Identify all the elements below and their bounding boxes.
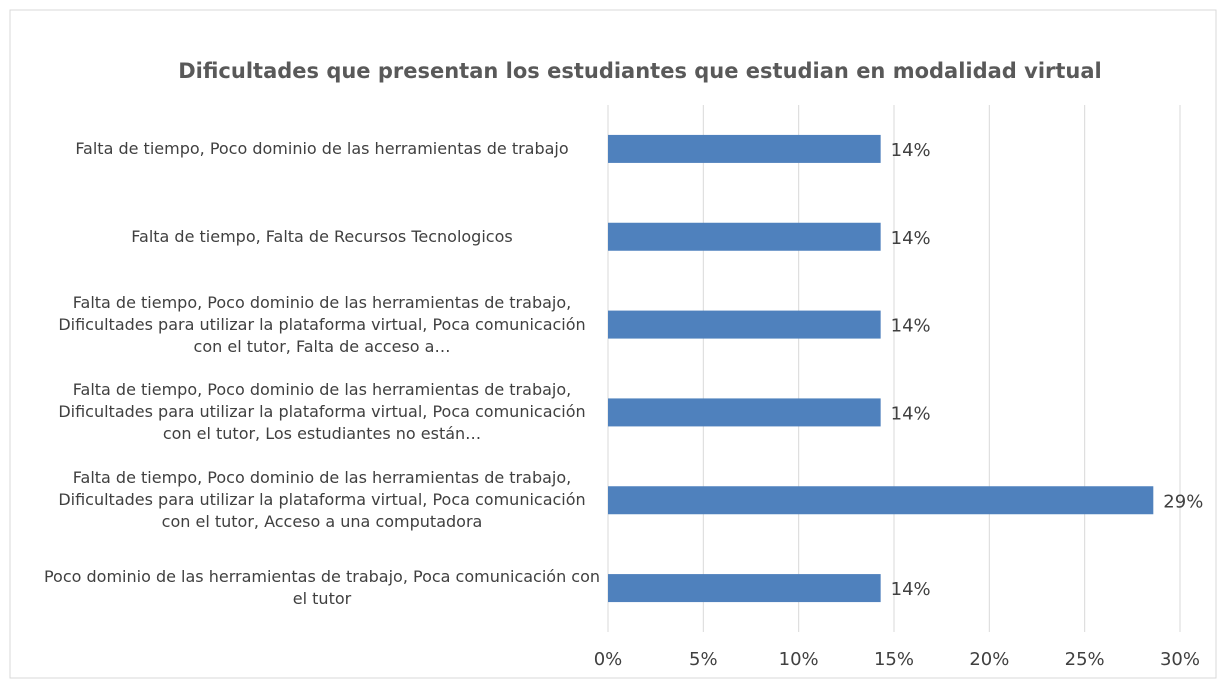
x-tick-label: 5% xyxy=(689,649,718,670)
value-label: 14% xyxy=(891,403,931,424)
x-tick-label: 10% xyxy=(779,649,819,670)
value-label: 14% xyxy=(891,140,931,161)
y-tick-label: Falta de tiempo, Poco dominio de las her… xyxy=(58,380,586,444)
x-tick-label: 20% xyxy=(969,649,1009,670)
x-tick-label: 30% xyxy=(1160,649,1200,670)
x-tick-label: 15% xyxy=(874,649,914,670)
y-tick-label: Falta de tiempo, Falta de Recursos Tecno… xyxy=(131,226,513,246)
bar xyxy=(608,398,881,427)
x-tick-label: 25% xyxy=(1065,649,1105,670)
bar xyxy=(608,574,881,603)
chart-border xyxy=(9,9,1217,679)
bar xyxy=(608,486,1154,515)
bar xyxy=(608,134,881,163)
y-tick-label: Poco dominio de las herramientas de trab… xyxy=(43,567,601,609)
bar xyxy=(608,222,881,251)
chart-title: Dificultades que presentan los estudiant… xyxy=(178,59,1102,83)
y-tick-label: Falta de tiempo, Poco dominio de las her… xyxy=(58,468,586,532)
bar xyxy=(608,310,881,339)
x-tick-label: 0% xyxy=(594,649,623,670)
value-label: 14% xyxy=(891,316,931,337)
value-label: 14% xyxy=(891,579,931,600)
value-label: 14% xyxy=(891,228,931,249)
y-tick-label: Falta de tiempo, Poco dominio de las her… xyxy=(75,138,569,158)
y-tick-label: Falta de tiempo, Poco dominio de las her… xyxy=(58,292,586,356)
value-label: 29% xyxy=(1163,491,1203,512)
